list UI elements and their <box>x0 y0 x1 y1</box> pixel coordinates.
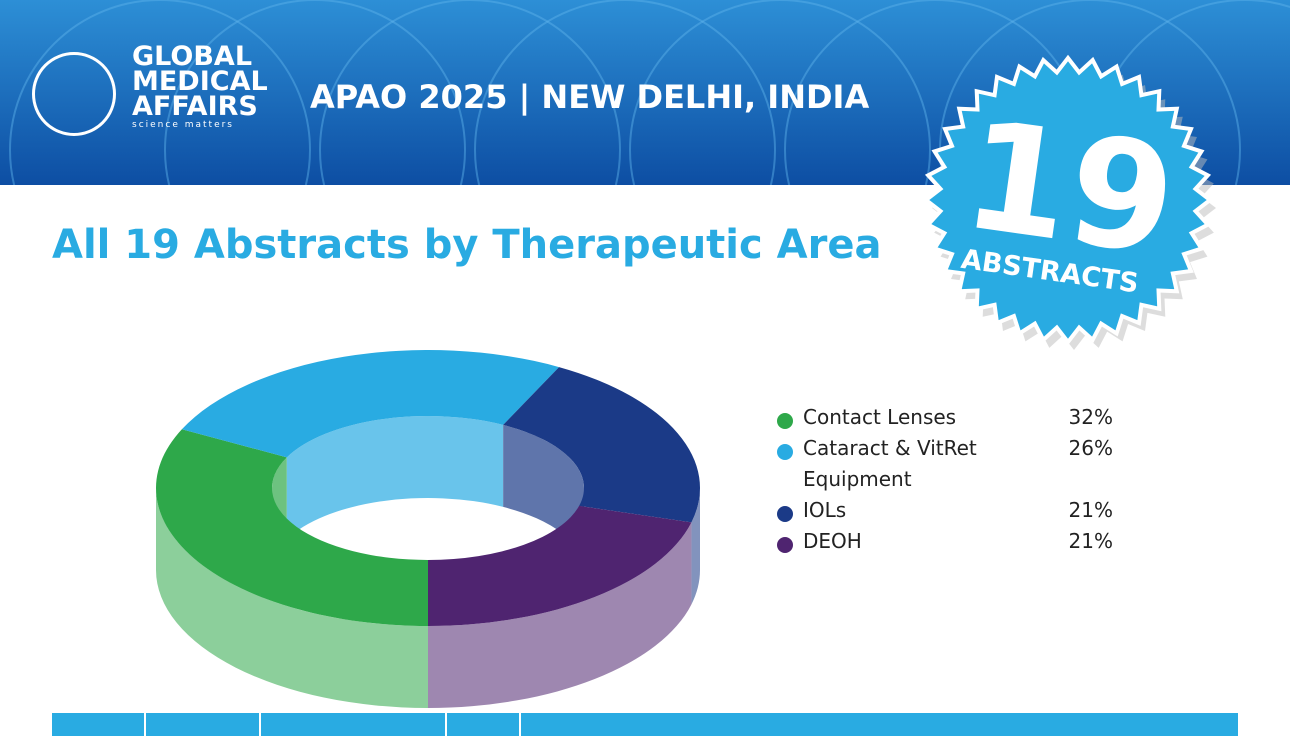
outer-wall <box>691 488 700 605</box>
outer-wall <box>156 488 428 708</box>
legend-label: IOLs <box>803 498 847 522</box>
logo-text: GLOBAL MEDICAL AFFAIRS science matters <box>132 41 268 131</box>
legend-swatch <box>777 444 793 460</box>
logo-icon <box>32 52 116 136</box>
outer-wall <box>428 522 692 708</box>
donut-segment <box>503 367 700 523</box>
legend-item: DEOH 21% <box>777 529 1113 557</box>
logo-line: MEDICAL <box>132 66 268 97</box>
legend-swatch <box>777 537 793 553</box>
legend-item: Contact Lenses 32% <box>777 405 1113 433</box>
donut-segment <box>428 505 692 626</box>
donut-segment <box>181 350 560 458</box>
value-label: 26% <box>1068 436 1113 460</box>
legend: Contact Lenses 32% Cataract & VitRet Equip… <box>777 405 1113 563</box>
badge <box>922 54 1214 346</box>
value-label: 32% <box>1068 405 1113 429</box>
inner-wall <box>286 415 504 540</box>
legend-label: Cataract & VitRet Equipment <box>803 436 977 491</box>
legend-label: Contact Lenses <box>803 405 957 429</box>
logo-line: GLOBAL <box>132 41 253 72</box>
value-label: 21% <box>1068 498 1113 522</box>
legend-item: IOLs 21% <box>777 498 1113 526</box>
event-title: APAO 2025 | NEW DELHI, INDIA <box>310 78 870 116</box>
legend-swatch <box>777 506 793 522</box>
legend-label: DEOH <box>803 529 862 553</box>
badge-number: 19 <box>954 88 1185 289</box>
table-header-bar <box>52 713 1238 736</box>
legend-item: Cataract & VitRet Equipment 26% <box>777 436 1113 495</box>
donut-segment <box>155 429 429 626</box>
chart-title: All 19 Abstracts by Therapeutic Area <box>52 222 882 268</box>
logo-tagline: science matters <box>132 120 234 130</box>
legend-swatch <box>777 413 793 429</box>
logo-line: AFFAIRS <box>132 91 258 122</box>
value-label: 21% <box>1068 529 1113 553</box>
